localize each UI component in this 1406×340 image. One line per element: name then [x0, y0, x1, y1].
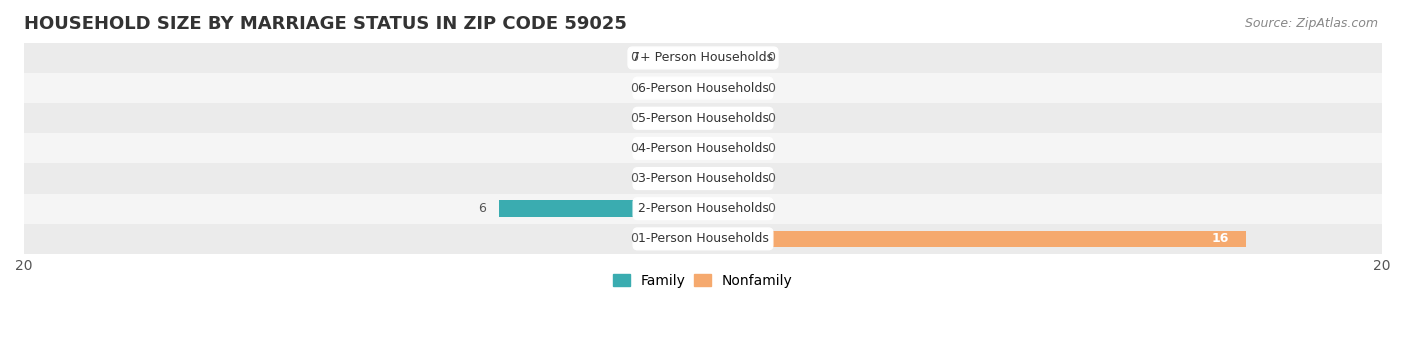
Bar: [652, 110, 703, 126]
Text: 0: 0: [630, 142, 638, 155]
Bar: [703, 231, 1246, 247]
Text: 16: 16: [1212, 232, 1229, 245]
Text: 0: 0: [768, 82, 776, 95]
Bar: [703, 80, 754, 97]
Text: 0: 0: [768, 142, 776, 155]
Bar: [24, 43, 1382, 73]
Bar: [24, 73, 1382, 103]
Text: 0: 0: [768, 202, 776, 215]
Text: 6-Person Households: 6-Person Households: [637, 82, 769, 95]
Bar: [652, 170, 703, 187]
Bar: [652, 231, 703, 247]
Bar: [24, 194, 1382, 224]
Bar: [652, 80, 703, 97]
Text: 1-Person Households: 1-Person Households: [637, 232, 769, 245]
Text: 0: 0: [630, 172, 638, 185]
Bar: [24, 103, 1382, 133]
Bar: [24, 164, 1382, 194]
Bar: [24, 224, 1382, 254]
Bar: [652, 50, 703, 66]
Text: 0: 0: [630, 82, 638, 95]
Bar: [703, 50, 754, 66]
Bar: [703, 140, 754, 157]
Text: 7+ Person Households: 7+ Person Households: [633, 51, 773, 65]
Bar: [499, 200, 703, 217]
Bar: [652, 140, 703, 157]
Text: Source: ZipAtlas.com: Source: ZipAtlas.com: [1244, 17, 1378, 30]
Text: 0: 0: [768, 172, 776, 185]
Bar: [703, 200, 754, 217]
Text: 4-Person Households: 4-Person Households: [637, 142, 769, 155]
Bar: [24, 133, 1382, 164]
Text: HOUSEHOLD SIZE BY MARRIAGE STATUS IN ZIP CODE 59025: HOUSEHOLD SIZE BY MARRIAGE STATUS IN ZIP…: [24, 15, 627, 33]
Text: 0: 0: [630, 51, 638, 65]
Text: 0: 0: [768, 112, 776, 125]
Text: 3-Person Households: 3-Person Households: [637, 172, 769, 185]
Text: 0: 0: [768, 51, 776, 65]
Bar: [703, 170, 754, 187]
Text: 0: 0: [630, 112, 638, 125]
Text: 5-Person Households: 5-Person Households: [637, 112, 769, 125]
Text: 0: 0: [630, 232, 638, 245]
Legend: Family, Nonfamily: Family, Nonfamily: [607, 268, 799, 293]
Bar: [703, 110, 754, 126]
Text: 2-Person Households: 2-Person Households: [637, 202, 769, 215]
Text: 6: 6: [478, 202, 485, 215]
